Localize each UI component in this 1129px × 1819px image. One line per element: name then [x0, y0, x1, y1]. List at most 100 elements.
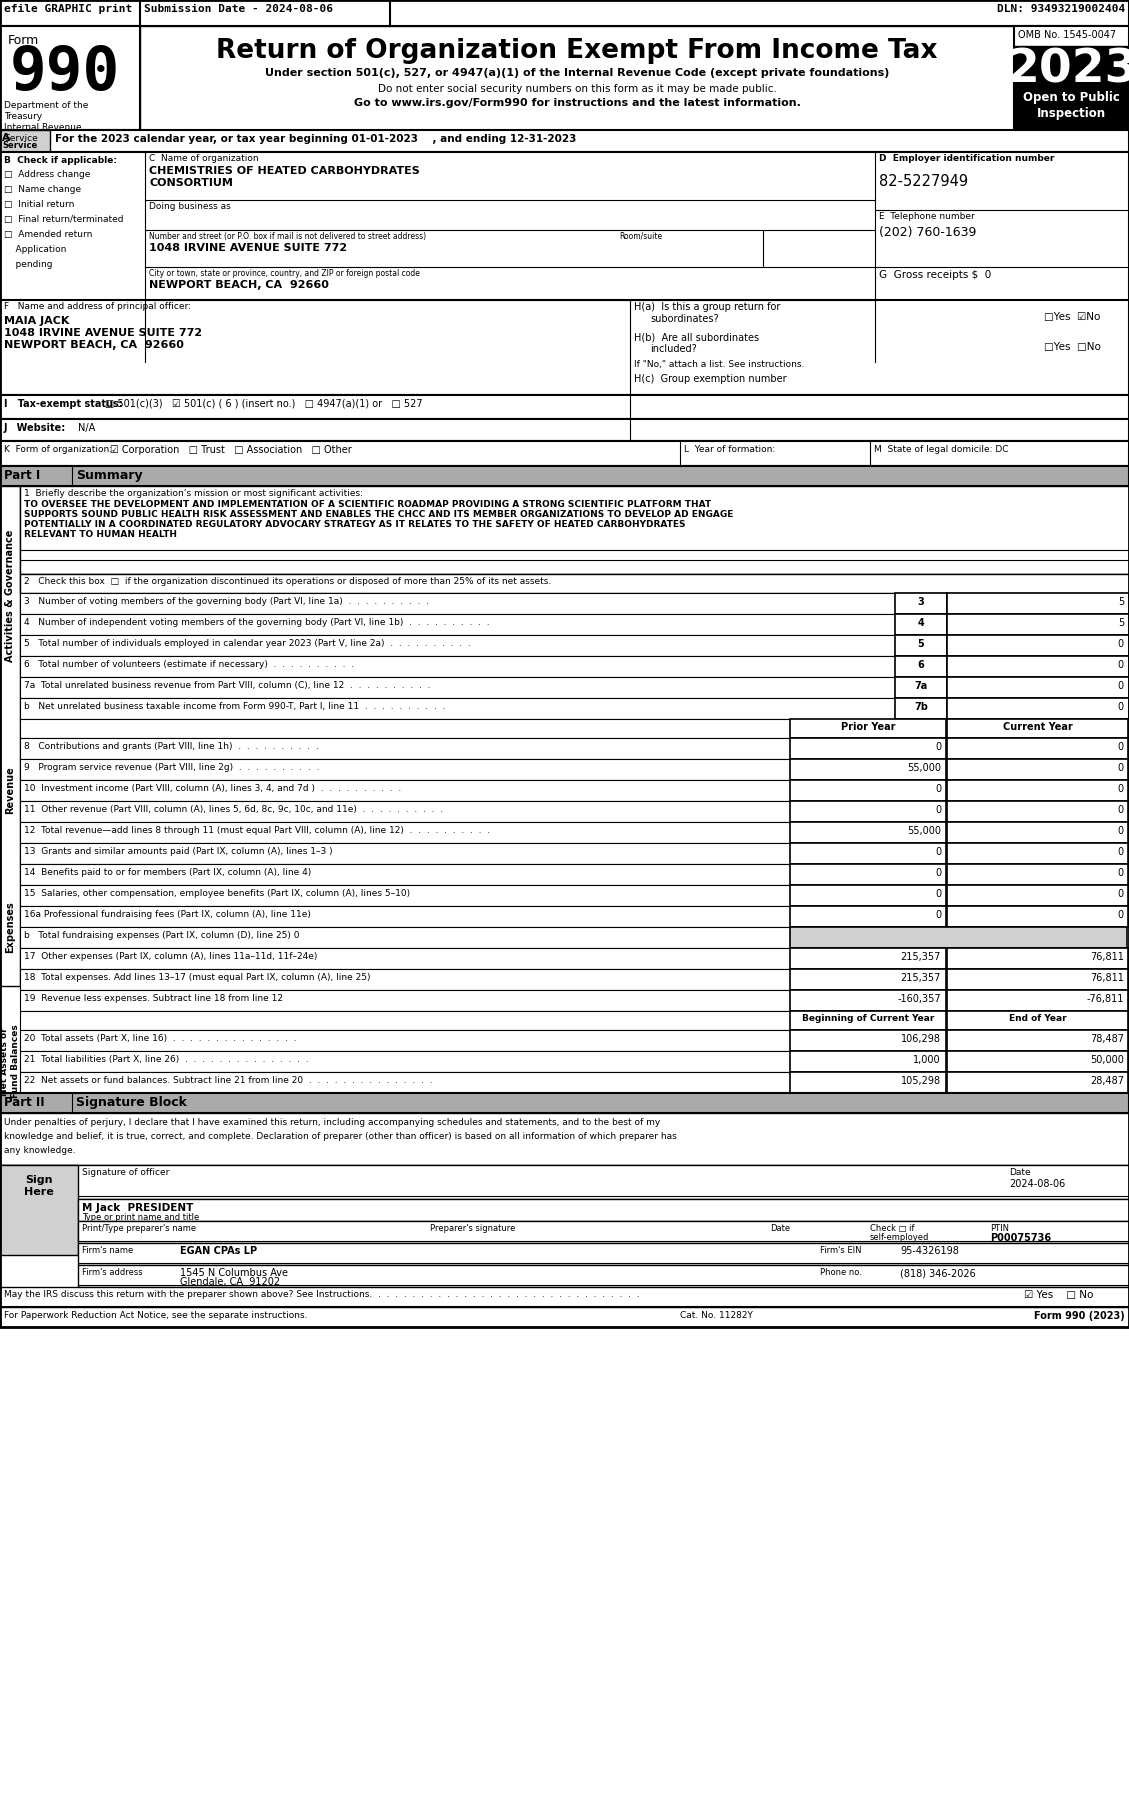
Bar	[20, 759, 790, 780]
Bar	[790, 886, 946, 906]
Text: 95-4326198: 95-4326198	[900, 1246, 959, 1255]
Text: 215,357: 215,357	[901, 951, 940, 962]
Text: 2024-08-06: 2024-08-06	[1009, 1179, 1066, 1190]
Text: For the 2023 calendar year, or tax year beginning 01-01-2023    , and ending 12-: For the 2023 calendar year, or tax year …	[55, 135, 577, 144]
Text: Sign
Here: Sign Here	[24, 1175, 54, 1197]
Bar	[20, 575, 1129, 593]
Text: 0: 0	[1118, 910, 1124, 920]
Text: 0: 0	[935, 868, 940, 879]
Text: 0: 0	[935, 889, 940, 899]
Text: 9   Program service revenue (Part VIII, line 2g)  .  .  .  .  .  .  .  .  .  .: 9 Program service revenue (Part VIII, li…	[24, 762, 320, 771]
Bar	[0, 25, 1129, 129]
Text: L  Year of formation:: L Year of formation:	[684, 446, 776, 455]
Bar	[20, 1051, 790, 1071]
Bar	[947, 886, 1128, 906]
Text: 0: 0	[1118, 868, 1124, 879]
Bar	[20, 886, 790, 906]
Text: 0: 0	[935, 784, 940, 795]
Bar	[0, 129, 1129, 153]
Text: Open to Public
Inspection: Open to Public Inspection	[1023, 91, 1120, 120]
Text: Part I: Part I	[5, 469, 41, 482]
Text: 6   Total number of volunteers (estimate if necessary)  .  .  .  .  .  .  .  .  : 6 Total number of volunteers (estimate i…	[24, 660, 355, 669]
Bar	[947, 677, 1129, 698]
Bar	[0, 0, 1129, 25]
Bar	[947, 970, 1128, 990]
Text: A: A	[2, 133, 10, 144]
Text: May the IRS discuss this return with the preparer shown above? See Instructions.: May the IRS discuss this return with the…	[5, 1290, 640, 1299]
Text: -76,811: -76,811	[1086, 993, 1124, 1004]
Text: Current Year: Current Year	[1003, 722, 1073, 731]
Bar	[947, 1071, 1128, 1093]
Bar	[20, 635, 895, 657]
Bar	[790, 739, 946, 759]
Bar	[895, 593, 947, 615]
Bar	[0, 440, 1129, 466]
Text: 8   Contributions and grants (Part VIII, line 1h)  .  .  .  .  .  .  .  .  .  .: 8 Contributions and grants (Part VIII, l…	[24, 742, 318, 751]
Text: Summary: Summary	[76, 469, 142, 482]
Bar	[20, 822, 790, 842]
Bar	[947, 657, 1129, 677]
Text: M Jack  PRESIDENT: M Jack PRESIDENT	[82, 1202, 193, 1213]
Bar	[78, 1242, 1129, 1264]
Text: subordinates?: subordinates?	[650, 315, 719, 324]
Text: 0: 0	[935, 910, 940, 920]
Text: Cat. No. 11282Y: Cat. No. 11282Y	[680, 1311, 753, 1321]
Bar	[20, 780, 790, 800]
Text: 22  Net assets or fund balances. Subtract line 21 from line 20  .  .  .  .  .  .: 22 Net assets or fund balances. Subtract…	[24, 1077, 432, 1084]
Text: Service: Service	[2, 142, 37, 149]
Text: Prior Year: Prior Year	[841, 722, 895, 731]
Bar	[20, 864, 790, 886]
Bar	[790, 842, 946, 864]
Text: Room/suite: Room/suite	[619, 233, 662, 240]
Bar	[20, 593, 895, 615]
Bar	[790, 1071, 946, 1093]
Text: 1048 IRVINE AVENUE SUITE 772: 1048 IRVINE AVENUE SUITE 772	[149, 244, 347, 253]
Text: 5: 5	[1118, 597, 1124, 608]
Bar	[0, 1113, 1129, 1164]
Bar	[1014, 25, 1129, 129]
Bar	[20, 928, 790, 948]
Text: Firm's EIN: Firm's EIN	[820, 1246, 861, 1255]
Text: If "No," attach a list. See instructions.: If "No," attach a list. See instructions…	[634, 360, 804, 369]
Text: CHEMISTRIES OF HEATED CARBOHYDRATES
CONSORTIUM: CHEMISTRIES OF HEATED CARBOHYDRATES CONS…	[149, 166, 420, 189]
Bar	[0, 300, 1129, 395]
Text: Beginning of Current Year: Beginning of Current Year	[802, 1013, 934, 1022]
Text: Phone no.: Phone no.	[820, 1268, 861, 1277]
Bar	[947, 780, 1128, 800]
Bar	[0, 1308, 1129, 1328]
Text: Date: Date	[1009, 1168, 1031, 1177]
Bar	[20, 615, 895, 635]
Text: 1,000: 1,000	[913, 1055, 940, 1064]
Bar	[790, 928, 1127, 948]
Bar	[947, 1030, 1128, 1051]
Text: Doing business as: Doing business as	[149, 202, 230, 211]
Text: 7a  Total unrelated business revenue from Part VIII, column (C), line 12  .  .  : 7a Total unrelated business revenue from…	[24, 680, 430, 689]
Text: 0: 0	[1118, 848, 1124, 857]
Text: MAIA JACK: MAIA JACK	[5, 317, 69, 326]
Bar	[78, 1199, 1129, 1221]
Text: 78,487: 78,487	[1089, 1033, 1124, 1044]
Text: 3   Number of voting members of the governing body (Part VI, line 1a)  .  .  .  : 3 Number of voting members of the govern…	[24, 597, 429, 606]
Text: □  Final return/terminated: □ Final return/terminated	[5, 215, 123, 224]
Text: 0: 0	[1118, 660, 1124, 669]
Bar	[790, 906, 946, 928]
Bar	[0, 1164, 1129, 1199]
Bar	[0, 486, 20, 986]
Text: Print/Type preparer's name: Print/Type preparer's name	[82, 1224, 196, 1233]
Text: 11  Other revenue (Part VIII, column (A), lines 5, 6d, 8c, 9c, 10c, and 11e)  . : 11 Other revenue (Part VIII, column (A),…	[24, 806, 443, 813]
Text: City or town, state or province, country, and ZIP or foreign postal code: City or town, state or province, country…	[149, 269, 420, 278]
Text: included?: included?	[650, 344, 697, 355]
Text: (202) 760-1639: (202) 760-1639	[879, 226, 977, 238]
Bar	[790, 948, 946, 970]
Text: □Yes  ☑No: □Yes ☑No	[1044, 313, 1101, 322]
Text: 15  Salaries, other compensation, employee benefits (Part IX, column (A), lines : 15 Salaries, other compensation, employe…	[24, 889, 410, 899]
Bar	[20, 842, 790, 864]
Bar	[20, 800, 790, 822]
Text: 6: 6	[918, 660, 925, 669]
Bar	[790, 1030, 946, 1051]
Bar	[790, 864, 946, 886]
Text: PTIN: PTIN	[990, 1224, 1009, 1233]
Text: F   Name and address of principal officer:: F Name and address of principal officer:	[5, 302, 191, 311]
Text: Under penalties of perjury, I declare that I have examined this return, includin: Under penalties of perjury, I declare th…	[5, 1119, 660, 1128]
Text: Date: Date	[770, 1224, 790, 1233]
